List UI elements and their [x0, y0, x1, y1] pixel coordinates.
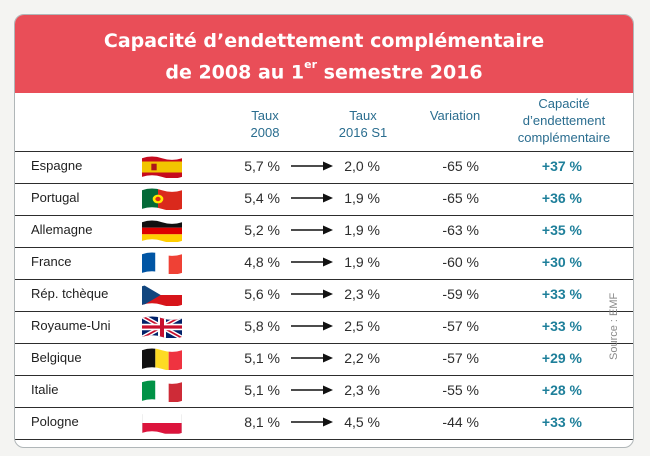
column-header-line: Taux: [251, 108, 279, 123]
capacity-value: +28 %: [541, 382, 582, 398]
variation-value: -57 %: [442, 350, 479, 366]
rate-2008: 8,1 %: [244, 414, 280, 430]
arrow-right-icon: [289, 287, 335, 301]
table-row: Italie 5,1 % 2,3 % -55 % +28 %: [15, 375, 633, 407]
czech-flag-icon: [142, 284, 182, 306]
column-header-capacite: Capacité d’endettement complémentaire: [503, 95, 625, 146]
data-table: Espagne 5,7 % 2,0 % -65 % +37 % Portugal 5,4 %…: [15, 151, 633, 440]
arrow-right-icon: [289, 351, 335, 365]
capacity-value: +36 %: [541, 190, 582, 206]
country-name: France: [31, 254, 72, 269]
spain-flag-icon: [142, 156, 182, 178]
rate-2008: 5,6 %: [244, 286, 280, 302]
country-name: Espagne: [31, 158, 83, 173]
capacity-value: +35 %: [541, 222, 582, 238]
variation-value: -60 %: [442, 254, 479, 270]
rate-2008: 4,8 %: [244, 254, 280, 270]
rate-2008: 5,8 %: [244, 318, 280, 334]
variation-value: -44 %: [442, 414, 479, 430]
rate-2016-s1: 2,5 %: [344, 318, 380, 334]
belgium-flag-icon: [142, 348, 182, 370]
country-name: Belgique: [31, 350, 82, 365]
germany-flag-icon: [142, 220, 182, 242]
column-header-line: Variation: [429, 108, 481, 123]
country-name: Pologne: [31, 414, 79, 429]
rate-2016-s1: 1,9 %: [344, 190, 380, 206]
column-header-taux-2008: Taux 2008: [235, 107, 295, 141]
rate-2016-s1: 2,0 %: [344, 158, 380, 174]
country-name: Royaume-Uni: [31, 318, 111, 333]
capacity-value: +37 %: [541, 158, 582, 174]
table-row: France 4,8 % 1,9 % -60 % +30 %: [15, 247, 633, 279]
rate-2016-s1: 1,9 %: [344, 254, 380, 270]
arrow-right-icon: [289, 319, 335, 333]
variation-value: -55 %: [442, 382, 479, 398]
table-row: Royaume-Uni 5,8 % 2,5 % -57 % +33 %: [15, 311, 633, 343]
uk-flag-icon: [142, 316, 182, 339]
arrow-right-icon: [289, 191, 335, 205]
rate-2008: 5,4 %: [244, 190, 280, 206]
country-name: Allemagne: [31, 222, 93, 237]
rate-2008: 5,1 %: [244, 350, 280, 366]
variation-value: -63 %: [442, 222, 479, 238]
rate-2008: 5,2 %: [244, 222, 280, 238]
arrow-right-icon: [289, 223, 335, 237]
rate-2016-s1: 2,2 %: [344, 350, 380, 366]
rate-2016-s1: 2,3 %: [344, 382, 380, 398]
table-row: Rép. tchèque 5,6 % 2,3 % -59 % +33 %: [15, 279, 633, 311]
capacity-value: +30 %: [541, 254, 582, 270]
source-text: Source : EMF: [608, 292, 620, 360]
table-row: Pologne 8,1 % 4,5 % -44 % +33 %: [15, 407, 633, 440]
table-card: Capacité d’endettement complémentaire de…: [14, 14, 634, 448]
column-header-line: complémentaire: [517, 130, 611, 145]
arrow-right-icon: [289, 255, 335, 269]
title-line-2-prefix: de 2008 au 1: [165, 61, 305, 84]
rate-2016-s1: 4,5 %: [344, 414, 380, 430]
arrow-right-icon: [289, 415, 335, 429]
title-banner: Capacité d’endettement complémentaire de…: [15, 15, 633, 93]
poland-flag-icon: [142, 412, 182, 435]
capacity-value: +33 %: [541, 414, 582, 430]
rate-2008: 5,7 %: [244, 158, 280, 174]
column-header-taux-2016: Taux 2016 S1: [323, 107, 403, 141]
column-header-line: 2008: [250, 125, 280, 140]
table-row: Allemagne 5,2 % 1,9 % -63 % +35 %: [15, 215, 633, 247]
column-header-line: d’endettement: [522, 113, 606, 128]
column-header-line: 2016 S1: [338, 125, 388, 140]
variation-value: -65 %: [442, 158, 479, 174]
table-row: Espagne 5,7 % 2,0 % -65 % +37 %: [15, 151, 633, 183]
capacity-value: +33 %: [541, 286, 582, 302]
variation-value: -65 %: [442, 190, 479, 206]
title-superscript: er: [304, 58, 318, 71]
country-name: Rép. tchèque: [31, 286, 109, 301]
italy-flag-icon: [142, 380, 182, 402]
column-header-line: Capacité: [538, 96, 590, 111]
portugal-flag-icon: [142, 188, 182, 210]
title-line-2: de 2008 au 1er semestre 2016: [15, 56, 633, 84]
variation-value: -59 %: [442, 286, 479, 302]
column-header-line: Taux: [349, 108, 377, 123]
country-name: Portugal: [31, 190, 80, 205]
title-line-1: Capacité d’endettement complémentaire: [103, 30, 545, 52]
column-header-variation: Variation: [413, 107, 497, 124]
rate-2008: 5,1 %: [244, 382, 280, 398]
france-flag-icon: [142, 252, 182, 274]
country-name: Italie: [31, 382, 59, 397]
capacity-value: +33 %: [541, 318, 582, 334]
arrow-right-icon: [289, 383, 335, 397]
rate-2016-s1: 2,3 %: [344, 286, 380, 302]
variation-value: -57 %: [442, 318, 479, 334]
rate-2016-s1: 1,9 %: [344, 222, 380, 238]
capacity-value: +29 %: [541, 350, 582, 366]
title-line-2-suffix: semestre 2016: [317, 61, 483, 84]
table-row: Portugal 5,4 % 1,9 % -65 % +36 %: [15, 183, 633, 215]
arrow-right-icon: [289, 159, 335, 173]
table-row: Belgique 5,1 % 2,2 % -57 % +29 %: [15, 343, 633, 375]
